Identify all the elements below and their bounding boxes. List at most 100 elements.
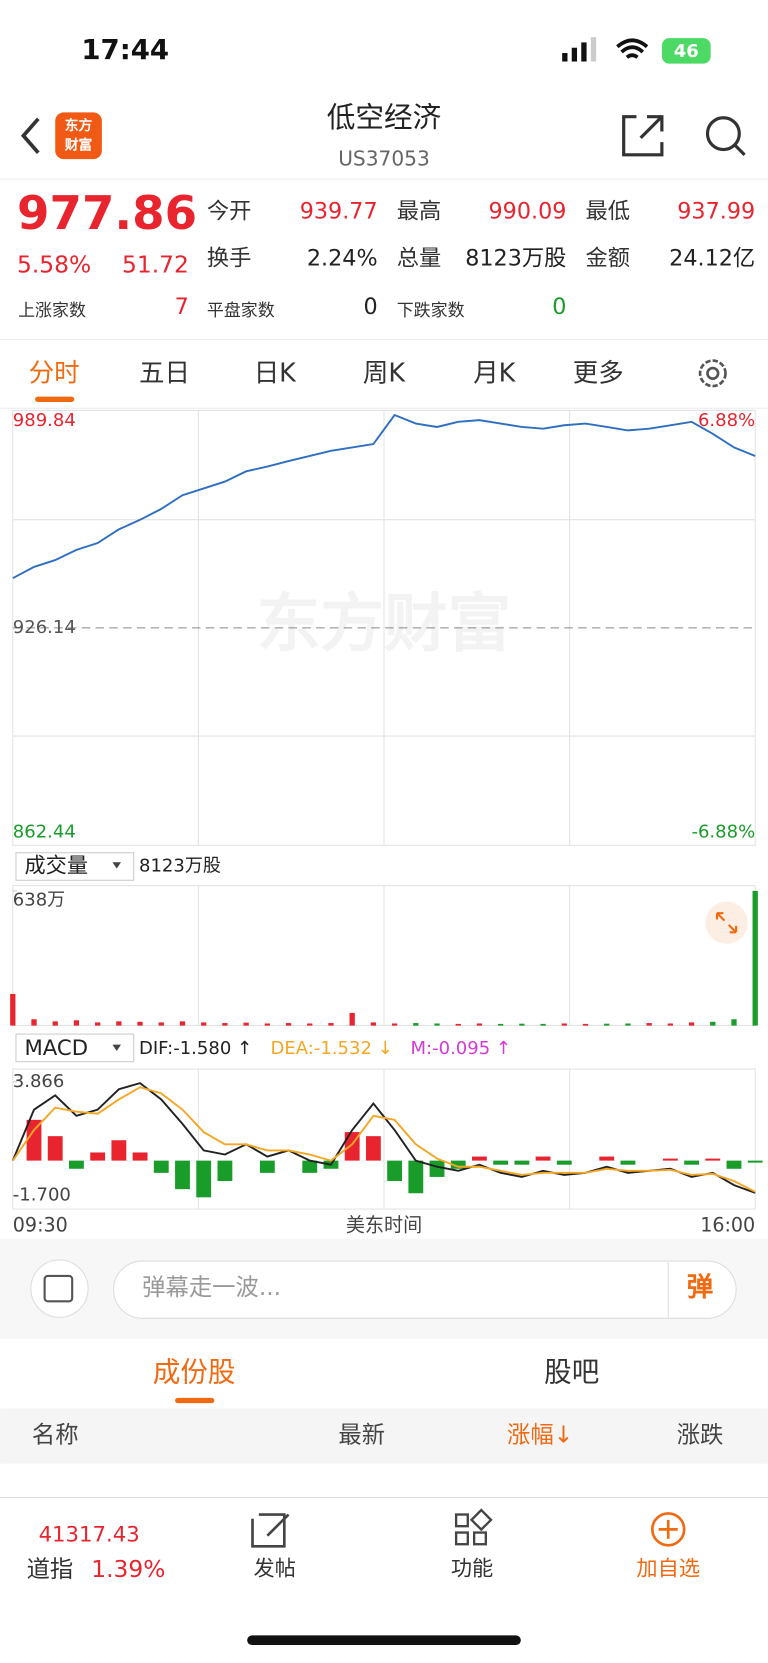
volume-selector[interactable] bbox=[15, 852, 135, 881]
tab[interactable]: 五日 bbox=[139, 358, 190, 388]
subtitle: US37053 bbox=[338, 147, 430, 171]
volume-bar bbox=[582, 1023, 589, 1026]
volume-bar bbox=[434, 1023, 440, 1026]
macd-bar bbox=[493, 1160, 509, 1165]
macd-bar bbox=[535, 1156, 551, 1161]
macd-bar bbox=[259, 1160, 275, 1173]
field-label: 总量 bbox=[397, 245, 442, 271]
home-indicator bbox=[247, 1635, 521, 1645]
volume-bar bbox=[498, 1023, 504, 1026]
y-tick-label: 638万 bbox=[13, 889, 65, 910]
volume-bar bbox=[94, 1022, 101, 1026]
index-pct: 1.39% bbox=[91, 1555, 165, 1583]
dropdown-arrow bbox=[112, 1044, 121, 1052]
clock: 17:44 bbox=[81, 33, 169, 66]
macd-bar bbox=[429, 1160, 445, 1177]
y-tick-label: 926.14 bbox=[13, 617, 76, 638]
field-label: 金额 bbox=[586, 245, 631, 271]
macd-bar bbox=[747, 1160, 763, 1163]
macd-label: MACD bbox=[24, 1036, 88, 1061]
volume-bar bbox=[73, 1020, 80, 1026]
volume-total: 8123万股 bbox=[139, 855, 221, 876]
volume-bar bbox=[519, 1023, 525, 1026]
macd-legend: M:-0.095 ↑ bbox=[411, 1038, 512, 1059]
volume-bar bbox=[201, 1022, 207, 1026]
volume-bar bbox=[222, 1023, 228, 1026]
tab[interactable]: 周K bbox=[363, 358, 406, 388]
macd-selector[interactable] bbox=[15, 1033, 135, 1063]
volume-bar bbox=[328, 1023, 334, 1026]
field-label: 最低 bbox=[586, 199, 631, 225]
expand-icon bbox=[715, 912, 738, 934]
macd-legend: DEA:-1.532 ↓ bbox=[271, 1038, 393, 1059]
macd-bar bbox=[556, 1160, 572, 1165]
x-label: 16:00 bbox=[700, 1214, 755, 1237]
share-button[interactable] bbox=[622, 115, 664, 157]
function-icon bbox=[454, 1508, 493, 1546]
expand-button[interactable] bbox=[705, 901, 748, 944]
count-label: 下跌家数 bbox=[397, 300, 465, 320]
search-button[interactable] bbox=[705, 116, 746, 156]
macd-bar bbox=[662, 1158, 678, 1161]
column-header: 名称 bbox=[32, 1421, 79, 1449]
sub-tab[interactable]: 成份股 bbox=[153, 1355, 236, 1388]
tab[interactable]: 月K bbox=[473, 358, 516, 388]
field-label: 今开 bbox=[207, 199, 252, 225]
index-name: 道指 bbox=[27, 1555, 74, 1583]
back-button[interactable] bbox=[20, 117, 40, 154]
column-header[interactable]: 涨幅↓ bbox=[507, 1421, 573, 1449]
column-header[interactable]: 涨跌 bbox=[677, 1421, 724, 1449]
volume-bar bbox=[158, 1022, 164, 1026]
macd-bar bbox=[726, 1160, 742, 1169]
watermark: 东方财富 bbox=[257, 587, 512, 661]
x-label: 09:30 bbox=[13, 1214, 68, 1237]
field-value: 939.77 bbox=[300, 199, 378, 225]
price-line bbox=[12, 413, 756, 580]
volume-bar bbox=[179, 1021, 186, 1026]
macd-bar bbox=[514, 1160, 530, 1165]
logo-text: 东方 bbox=[65, 117, 93, 134]
volume-bar bbox=[349, 1012, 355, 1026]
x-label: 美东时间 bbox=[346, 1214, 422, 1237]
comment-input[interactable] bbox=[113, 1260, 737, 1319]
field-label: 换手 bbox=[207, 245, 252, 271]
macd-bar bbox=[450, 1160, 466, 1169]
column-header[interactable]: 最新 bbox=[338, 1421, 385, 1449]
comment-icon-shape bbox=[43, 1274, 74, 1303]
macd-bar bbox=[90, 1152, 106, 1161]
y-tick-label: 989.84 bbox=[13, 410, 76, 431]
volume-bar bbox=[31, 1019, 37, 1026]
volume-bar bbox=[455, 1023, 461, 1026]
status-icons bbox=[562, 37, 711, 64]
macd-bar bbox=[132, 1152, 148, 1161]
macd-bar bbox=[217, 1160, 233, 1182]
tab[interactable]: 更多 bbox=[573, 358, 624, 388]
logo bbox=[55, 112, 102, 160]
macd-line bbox=[11, 1082, 756, 1194]
field-label: 最高 bbox=[397, 199, 442, 225]
tab-indicator bbox=[35, 396, 75, 402]
volume-bar bbox=[710, 1021, 716, 1026]
nav-item[interactable]: 功能 bbox=[451, 1557, 493, 1582]
dropdown-arrow bbox=[112, 862, 121, 869]
field-value: 24.12亿 bbox=[669, 245, 755, 271]
volume-bar bbox=[752, 890, 758, 1026]
tab[interactable]: 分时 bbox=[29, 358, 80, 388]
macd-bar bbox=[365, 1136, 381, 1161]
sub-tab[interactable]: 股吧 bbox=[544, 1355, 599, 1388]
nav-item[interactable]: 发帖 bbox=[254, 1557, 296, 1582]
macd-bar bbox=[153, 1160, 169, 1173]
macd-bar bbox=[387, 1160, 403, 1182]
macd-bar bbox=[302, 1160, 318, 1173]
volume-bar bbox=[391, 1023, 398, 1026]
y-tick-label: -1.700 bbox=[13, 1184, 71, 1205]
comment-placeholder: 弹幕走一波... bbox=[142, 1273, 281, 1301]
tab[interactable]: 日K bbox=[254, 358, 297, 388]
settings-button[interactable] bbox=[698, 359, 727, 388]
volume-bar bbox=[561, 1023, 567, 1026]
comment-icon[interactable] bbox=[30, 1259, 89, 1318]
battery: 46 bbox=[674, 41, 699, 62]
nav-item[interactable]: 加自选 bbox=[636, 1557, 700, 1582]
add-icon bbox=[651, 1512, 686, 1547]
